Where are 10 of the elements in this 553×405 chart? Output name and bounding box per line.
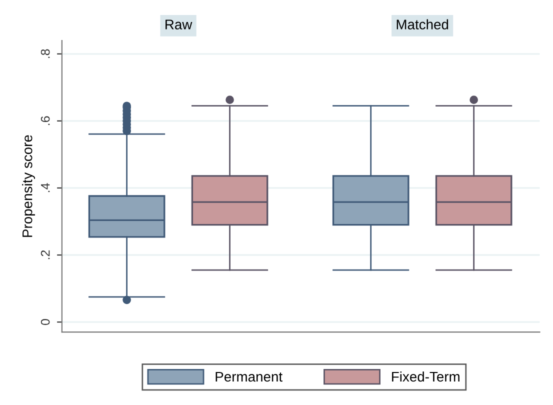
legend-label: Permanent [216,372,282,382]
y-axis-title: Propensity score [22,135,36,237]
legend-label: Fixed-Term [392,371,460,382]
x-tick-label: Matched [396,19,448,30]
x-tick-label: Raw [166,20,192,30]
y-tick-label: .8 [40,49,50,58]
y-tick-label: .2 [40,250,50,260]
y-tick-label: 0 [40,319,50,326]
y-tick-label: .4 [41,183,50,192]
y-tick-label: .6 [40,116,50,126]
